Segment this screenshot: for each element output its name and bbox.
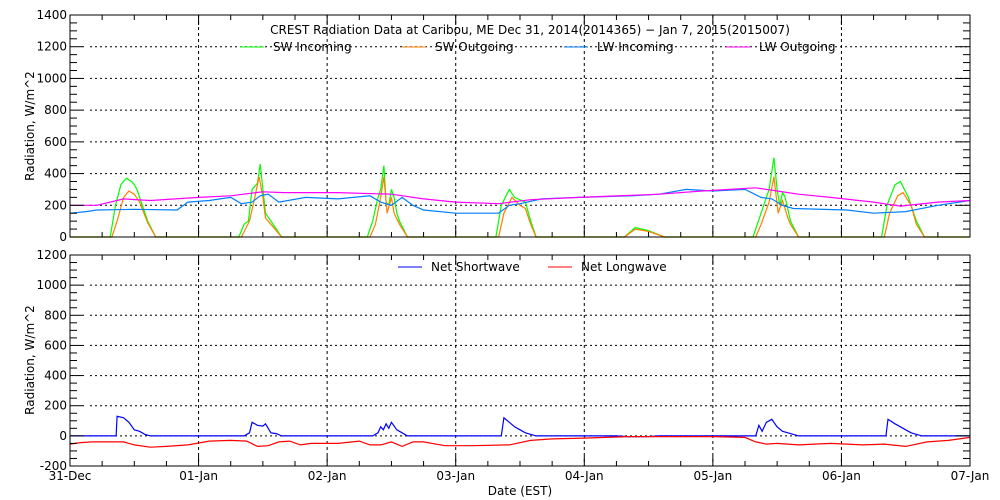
series-line-lw-outgoing [70,187,971,207]
legend-item: SW Outgoing [402,40,514,54]
y-tick-label: 1000 [36,278,67,292]
legend-label: Net Shortwave [431,260,520,274]
y-tick-label: 0 [59,429,67,443]
y-tick-label: 400 [44,369,67,383]
plot-frame [69,254,971,467]
x-tick-label: 01-Jan [179,469,218,483]
legend-label: Net Longwave [581,260,667,274]
x-axis-label: Date (EST) [488,484,552,498]
x-tick-label: 06-Jan [822,469,861,483]
y-tick-label: 400 [44,167,67,181]
series-line-sw-outgoing [70,176,970,238]
legend-label: LW Incoming [597,40,674,54]
x-tick-label: 03-Jan [436,469,475,483]
legend-item: LW Outgoing [726,40,836,54]
y-tick-label: 800 [44,308,67,322]
legend-item: SW Incoming [240,40,352,54]
legend-item: LW Incoming [564,40,674,54]
y-tick-label: -200 [40,459,67,473]
x-tick-label: 31-Dec [49,469,92,483]
y-tick-label: 1400 [36,8,67,22]
series-line-lw-incoming [69,188,971,214]
y-tick-label: 800 [44,103,67,117]
x-tick-label: 05-Jan [693,469,732,483]
y-tick-label: 1200 [36,40,67,54]
y-tick-label: 1000 [36,71,67,85]
y-tick-label: 600 [44,338,67,352]
legend-label: LW Outgoing [759,40,836,54]
bottom-y-axis-label: Radiation, W/m^2 [23,305,37,415]
top-y-axis-label: Radiation, W/m^2 [23,71,37,181]
y-tick-label: 600 [44,135,67,149]
chart-title: CREST Radiation Data at Caribou, ME Dec … [270,23,790,37]
series-line-net-shortwave [70,415,970,438]
legend-label: SW Incoming [273,40,352,54]
legend-item: Net Longwave [548,260,667,274]
x-tick-label: 04-Jan [565,469,604,483]
y-tick-label: 0 [59,230,67,244]
y-tick-label: 1200 [36,248,67,262]
y-tick-label: 200 [44,399,67,413]
y-tick-label: 200 [44,198,67,212]
series-line-net-longwave [69,436,971,448]
x-tick-label: 07-Jan [951,469,990,483]
x-tick-label: 02-Jan [308,469,347,483]
legend-item: Net Shortwave [398,260,520,274]
legend-label: SW Outgoing [435,40,514,54]
